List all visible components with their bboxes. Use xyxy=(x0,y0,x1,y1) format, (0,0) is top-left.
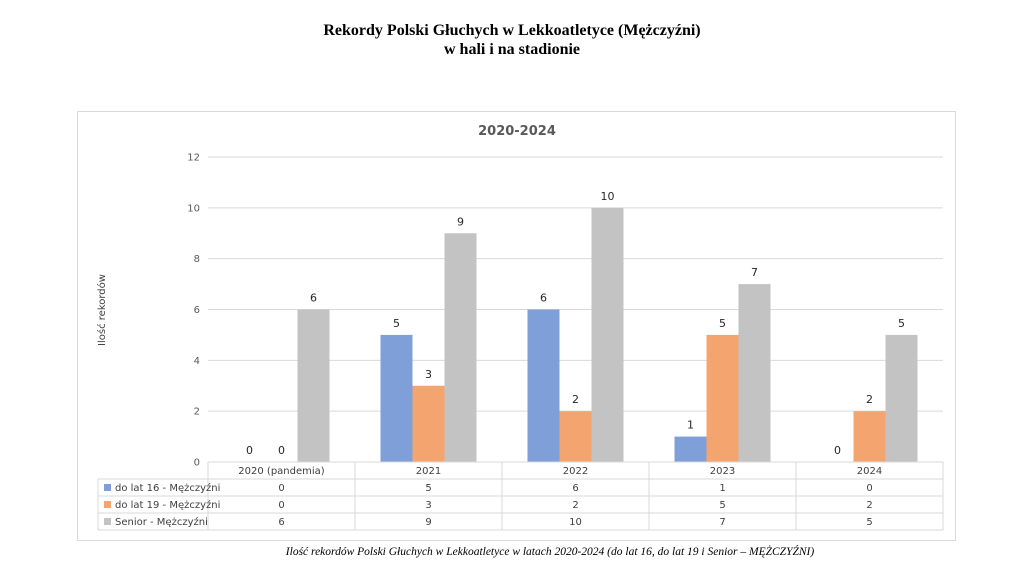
bar xyxy=(444,233,477,462)
bar xyxy=(591,207,624,462)
bar xyxy=(297,309,330,462)
legend-swatch xyxy=(104,484,111,491)
chart-frame: 2020-2024 Ilość rekordów 0 2 4 6 8 10 12 0 0 6 5 3 9 6 2… xyxy=(77,111,956,541)
table-cell: 0 xyxy=(278,483,284,494)
data-label: 7 xyxy=(751,266,758,279)
data-label: 2 xyxy=(572,393,579,406)
table-cell: 5 xyxy=(866,517,872,528)
y-tick-label: 6 xyxy=(194,305,200,316)
bar xyxy=(738,284,771,462)
x-tick-label: 2022 xyxy=(563,466,588,477)
table-cell: 2 xyxy=(572,500,578,511)
data-label: 0 xyxy=(246,444,253,457)
data-label: 3 xyxy=(425,368,432,381)
legend-swatch xyxy=(104,501,111,508)
y-tick-label: 10 xyxy=(187,203,200,214)
bar xyxy=(527,309,560,462)
data-label: 5 xyxy=(898,317,905,330)
bar xyxy=(559,411,592,462)
data-label: 2 xyxy=(866,393,873,406)
bar xyxy=(674,436,707,462)
x-tick-label: 2021 xyxy=(416,466,441,477)
y-tick-label: 12 xyxy=(187,153,200,164)
x-tick-label: 2024 xyxy=(857,466,882,477)
y-tick-label: 4 xyxy=(194,356,200,367)
table-cell: 1 xyxy=(719,483,725,494)
legend-entry: do lat 19 - Mężczyźni xyxy=(115,499,220,511)
data-label: 0 xyxy=(834,444,841,457)
y-tick-label: 0 xyxy=(194,458,200,469)
legend-entry: do lat 16 - Mężczyźni xyxy=(115,482,220,494)
x-tick-label: 2020 (pandemia) xyxy=(238,466,324,477)
data-label: 6 xyxy=(310,292,317,305)
bar xyxy=(885,334,918,462)
table-cell: 2 xyxy=(866,500,872,511)
legend-swatch xyxy=(104,518,111,525)
table-cell: 6 xyxy=(278,517,284,528)
table-cell: 0 xyxy=(866,483,872,494)
y-tick-label: 8 xyxy=(194,254,200,265)
data-label: 6 xyxy=(540,292,547,305)
table-cell: 5 xyxy=(425,483,431,494)
page-title: Rekordy Polski Głuchych w Lekkoatletyce … xyxy=(323,22,701,39)
data-label: 5 xyxy=(719,317,726,330)
bar xyxy=(853,411,886,462)
bar xyxy=(380,334,413,462)
page-subtitle: w hali i na stadionie xyxy=(443,41,581,58)
figure-caption: Ilość rekordów Polski Głuchych w Lekkoat… xyxy=(285,546,815,558)
table-cell: 5 xyxy=(719,500,725,511)
bar xyxy=(706,334,739,462)
table-cell: 6 xyxy=(572,483,578,494)
table-cell: 9 xyxy=(425,517,431,528)
data-label: 10 xyxy=(601,190,615,203)
table-cell: 0 xyxy=(278,500,284,511)
table-cell: 10 xyxy=(569,517,582,528)
y-axis-label: Ilość rekordów xyxy=(96,274,108,346)
table-cell: 3 xyxy=(425,500,431,511)
y-tick-label: 2 xyxy=(194,407,200,418)
data-label: 1 xyxy=(687,419,694,432)
table-cell: 7 xyxy=(719,517,725,528)
x-tick-label: 2023 xyxy=(710,466,735,477)
data-label: 9 xyxy=(457,215,464,228)
legend-entry: Senior - Mężczyźni xyxy=(115,516,208,528)
data-label: 5 xyxy=(393,317,400,330)
chart-title: 2020-2024 xyxy=(478,124,556,139)
bar xyxy=(412,385,445,462)
data-label: 0 xyxy=(278,444,285,457)
